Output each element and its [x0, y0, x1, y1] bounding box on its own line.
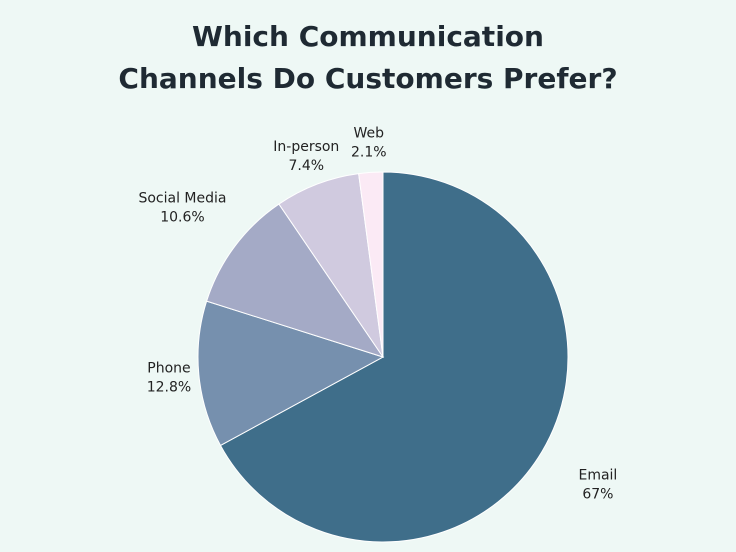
pie-slice	[358, 171, 384, 358]
slice-label: In-person	[273, 139, 339, 155]
slice-label: Social Media	[138, 191, 226, 207]
slice-label: Email	[578, 468, 617, 484]
slice-label: Phone	[147, 361, 190, 377]
pie-slice	[219, 171, 569, 543]
slice-value: 67%	[582, 487, 613, 503]
slice-value: 2.1%	[351, 144, 387, 160]
slice-value: 10.6%	[160, 210, 204, 226]
slice-label: Web	[354, 125, 385, 141]
pie-slice	[206, 203, 385, 358]
pie-slice	[197, 300, 385, 447]
slice-value: 12.8%	[147, 380, 191, 396]
slice-value: 7.4%	[289, 158, 325, 174]
chart-title: Which Communication Channels Do Customer…	[118, 20, 618, 95]
